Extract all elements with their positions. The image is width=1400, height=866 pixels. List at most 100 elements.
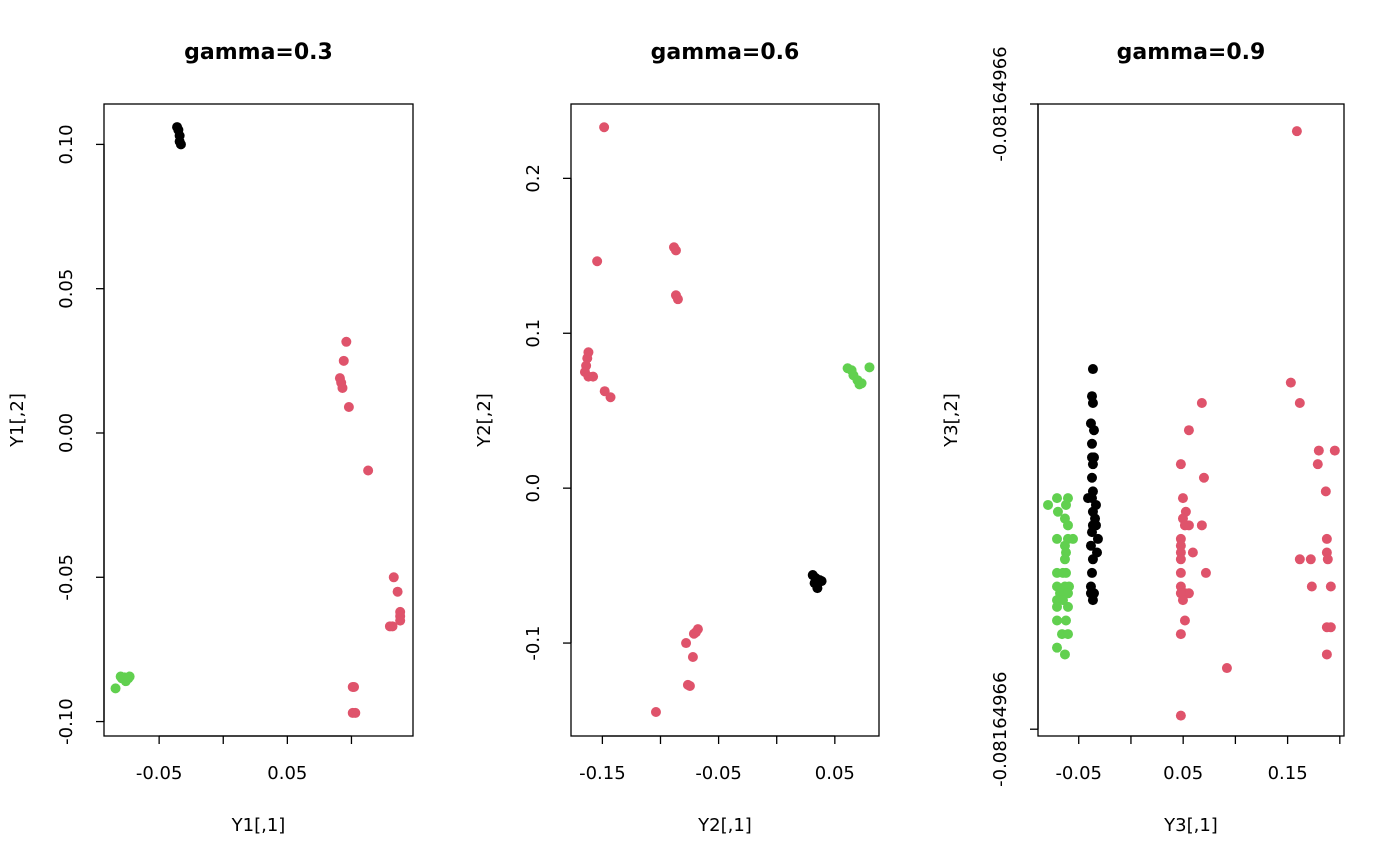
panel: gamma=0.3 Y1[,1] Y1[,2] -0.05 0.05 -0.10 -0.05… <box>7 40 414 836</box>
y-tick-label: -0.08164966 <box>990 672 1011 787</box>
point <box>1322 554 1333 565</box>
point <box>1320 486 1331 497</box>
plot-frame <box>103 103 414 737</box>
point <box>1321 649 1332 660</box>
point <box>1175 554 1186 565</box>
panel: gamma=0.6 Y2[,1] Y2[,2] -0.15 -0.05 0.05 -0.1 0… <box>474 40 880 836</box>
point <box>1177 493 1188 504</box>
point <box>1175 710 1186 721</box>
point <box>392 586 403 597</box>
point <box>605 392 616 403</box>
point <box>1059 649 1070 660</box>
point <box>1183 588 1194 599</box>
point <box>1086 438 1097 449</box>
point <box>363 465 374 476</box>
point <box>1059 554 1070 565</box>
plot-frame <box>1037 103 1345 737</box>
point <box>1083 493 1094 504</box>
point <box>124 671 135 682</box>
point <box>1200 567 1211 578</box>
point <box>1312 459 1323 470</box>
point <box>650 706 661 717</box>
point <box>1060 615 1071 626</box>
plot-frame <box>570 103 880 737</box>
panel-title: gamma=0.3 <box>184 40 333 65</box>
point <box>387 621 398 632</box>
point <box>687 652 698 662</box>
point <box>1052 506 1063 517</box>
point <box>1086 527 1097 538</box>
point <box>1321 533 1332 544</box>
point <box>864 362 875 373</box>
point <box>1086 472 1097 483</box>
y-axis-label: Y3[,2] <box>941 393 962 448</box>
point <box>1052 615 1063 626</box>
panel-title: gamma=0.6 <box>651 40 800 65</box>
x-tick-label: 0.05 <box>1163 763 1203 784</box>
point <box>1177 595 1188 606</box>
y-tick-label: 0.10 <box>56 124 77 164</box>
y-tick-label: -0.05 <box>56 554 77 601</box>
x-axis-label: Y1[,1] <box>231 815 286 836</box>
point <box>1085 588 1096 599</box>
point <box>116 673 127 684</box>
point <box>1325 622 1336 633</box>
y-axis-label: Y1[,2] <box>7 393 28 448</box>
x-tick-label: 0.05 <box>267 763 307 784</box>
point <box>1187 547 1198 558</box>
point <box>1294 554 1305 565</box>
point <box>1057 567 1068 578</box>
point <box>1329 445 1340 456</box>
point <box>1060 499 1071 510</box>
point <box>816 576 827 587</box>
point <box>1179 520 1190 531</box>
point <box>1175 629 1186 640</box>
y-tick-label: -0.08164966 <box>990 46 1011 161</box>
point <box>1052 642 1063 653</box>
point <box>343 402 354 413</box>
point <box>1087 554 1098 565</box>
point <box>337 382 348 393</box>
point <box>1306 581 1317 592</box>
y-tick-label: 0.1 <box>523 319 544 348</box>
y-tick-label: -0.1 <box>523 625 544 660</box>
point <box>1196 398 1207 409</box>
point <box>1062 629 1073 640</box>
point <box>1196 520 1207 531</box>
point <box>1086 567 1097 578</box>
point <box>395 615 406 626</box>
y-tick-label: 0.00 <box>56 413 77 453</box>
point <box>599 122 610 133</box>
point <box>1221 663 1232 674</box>
y-tick-label: 0.0 <box>523 474 544 503</box>
point <box>1062 520 1073 531</box>
x-tick-label: -0.05 <box>136 763 183 784</box>
point <box>1087 459 1098 470</box>
point <box>1285 377 1296 388</box>
point <box>1062 601 1073 612</box>
point <box>338 355 349 366</box>
point <box>1088 425 1099 436</box>
point <box>1092 533 1103 544</box>
panel-title: gamma=0.9 <box>1117 40 1266 65</box>
point <box>1294 398 1305 409</box>
point <box>1043 499 1054 510</box>
panel: gamma=0.9 Y3[,1] Y3[,2] -0.05 0.05 0.15 -0.081… <box>941 40 1345 836</box>
x-axis-label: Y3[,1] <box>1163 815 1218 836</box>
point <box>682 679 693 690</box>
x-tick-label: -0.05 <box>695 763 742 784</box>
y-tick-label: 0.05 <box>56 269 77 309</box>
point <box>592 256 603 267</box>
x-tick-label: 0.15 <box>1268 763 1308 784</box>
point <box>672 294 683 305</box>
point <box>1291 126 1302 137</box>
point <box>1087 364 1098 375</box>
y-axis-label: Y2[,2] <box>474 393 495 448</box>
x-tick-label: 0.05 <box>815 763 855 784</box>
point <box>854 379 865 390</box>
point <box>1325 581 1336 592</box>
point <box>588 371 599 382</box>
point <box>349 681 360 692</box>
point <box>341 336 352 347</box>
